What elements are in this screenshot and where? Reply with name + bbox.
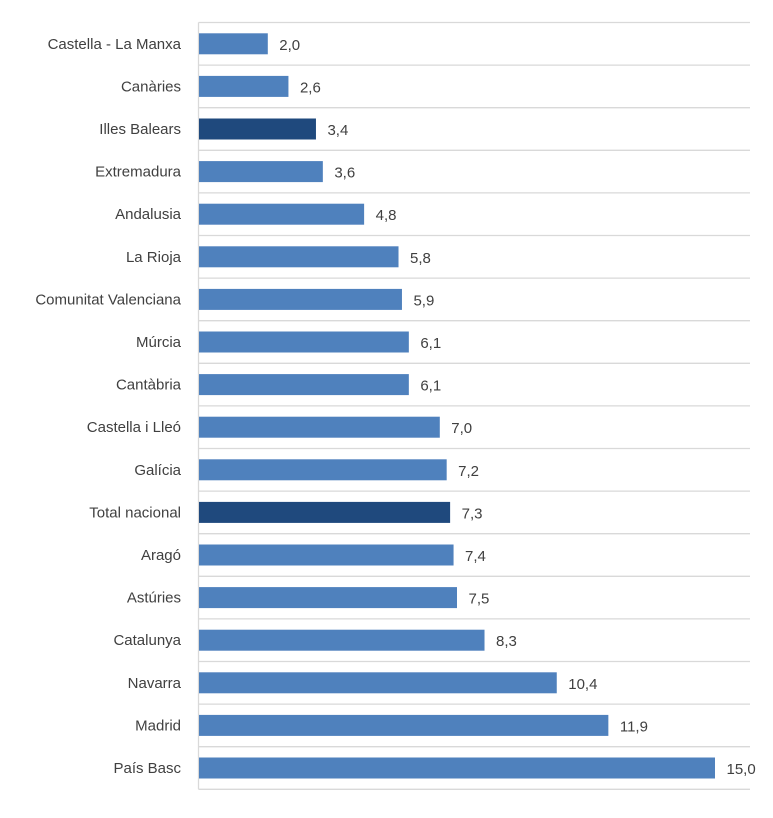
category-label: País Basc: [113, 760, 181, 777]
data-label: 4,8: [376, 207, 397, 224]
bar: [199, 246, 399, 268]
category-label: Andalusia: [115, 206, 182, 223]
bar: [199, 203, 365, 225]
bar: [199, 161, 323, 183]
category-label: Catalunya: [113, 632, 181, 649]
category-label: Extremadura: [95, 164, 182, 181]
data-label: 6,1: [420, 378, 441, 395]
bar: [199, 75, 289, 97]
category-label: Comunitat Valenciana: [35, 291, 181, 308]
bar: [199, 757, 715, 779]
data-label: 15,0: [727, 761, 756, 778]
category-label: Astúries: [127, 590, 181, 607]
category-label: Navarra: [128, 675, 182, 692]
bar: [199, 544, 454, 566]
data-label: 3,6: [334, 165, 355, 182]
data-label: 7,3: [462, 505, 483, 522]
bar: [199, 33, 268, 55]
category-label: Canàries: [121, 78, 181, 95]
category-label: La Rioja: [126, 249, 182, 266]
bar: [199, 587, 457, 609]
bar: [199, 331, 409, 353]
data-label: 5,9: [413, 292, 434, 309]
data-label: 8,3: [496, 633, 517, 650]
category-label: Illes Balears: [99, 121, 181, 138]
bar: [199, 672, 557, 694]
category-label: Total nacional: [89, 504, 181, 521]
category-label: Galícia: [134, 462, 181, 479]
data-label: 3,4: [327, 122, 348, 139]
data-label: 2,0: [279, 37, 300, 54]
bar: [199, 288, 402, 310]
data-label: 11,9: [620, 718, 648, 735]
bar: [199, 416, 440, 438]
data-label: 5,8: [410, 250, 431, 267]
category-label: Cantàbria: [116, 377, 182, 394]
category-label: Múrcia: [136, 334, 182, 351]
data-label: 7,2: [458, 463, 479, 480]
bar: [199, 459, 447, 481]
bar: [199, 374, 409, 396]
bar: [199, 501, 451, 523]
bar: [199, 118, 316, 140]
category-label: Castella - La Manxa: [48, 36, 182, 53]
bar: [199, 629, 485, 651]
data-label: 10,4: [568, 676, 597, 693]
data-label: 2,6: [300, 79, 321, 96]
category-label: Aragó: [141, 547, 181, 564]
category-label: Castella i Lleó: [87, 419, 181, 436]
data-label: 7,5: [469, 591, 490, 608]
bar: [199, 714, 609, 736]
data-label: 7,0: [451, 420, 472, 437]
data-label: 6,1: [420, 335, 441, 352]
data-label: 7,4: [465, 548, 486, 565]
category-label: Madrid: [135, 717, 181, 734]
